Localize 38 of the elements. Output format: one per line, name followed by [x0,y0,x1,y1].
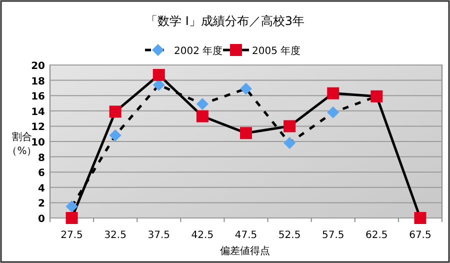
legend-label: 2005 年度 [252,45,301,57]
x-tick-label: 37.5 [148,230,170,241]
point [284,137,296,150]
y-tick-label: 4 [38,183,46,194]
point [66,212,78,224]
y-tick-label: 2 [38,198,46,210]
point [109,106,122,118]
x-tick-label: 32.5 [104,230,126,241]
x-tick-label: 52.5 [278,230,301,241]
point [196,98,208,110]
point [152,68,165,81]
point [327,87,340,100]
x-axis-title: 偏差値得点 [220,245,270,257]
y-tick-label: 10 [31,138,46,148]
y-tick-label: 18 [31,76,46,88]
y-tick-label: 20 [31,61,46,72]
x-tick-label: 42.5 [191,230,214,241]
x-tick-label: 62.5 [366,230,388,241]
point [196,110,208,122]
y-tick-label: 6 [38,168,46,180]
point [66,200,78,213]
y-tick-label: 8 [38,152,46,164]
x-tick-label: 47.5 [234,230,258,241]
point [240,82,252,95]
point [240,127,252,140]
y-tick-label: 16 [31,92,46,103]
point [109,129,122,142]
point [414,212,426,224]
x-tick-label: 57.5 [322,230,344,241]
point [284,120,296,132]
y-tick-label: 12 [31,122,46,134]
y-tick-label: 14 [31,106,46,118]
x-tick-label: 27.5 [60,230,83,241]
point [327,106,340,118]
y-tick-label: 0 [38,214,46,225]
chart-title: 「数学 I」成績分布／高校3年 [146,14,304,28]
x-tick-label: 67.5 [409,230,432,241]
legend-label: 2002 年度 [174,45,223,57]
